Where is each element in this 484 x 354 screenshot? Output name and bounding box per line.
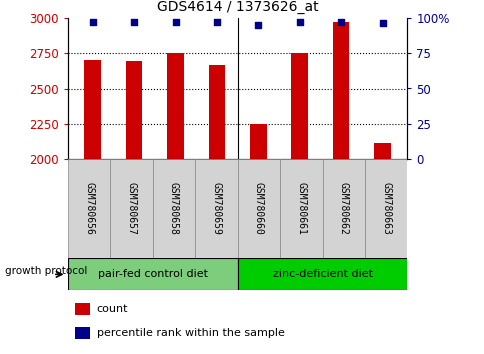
Text: GSM780656: GSM780656 [84, 182, 94, 235]
Bar [364, 159, 407, 258]
Text: GSM780657: GSM780657 [126, 182, 136, 235]
Bar [167, 53, 183, 159]
Bar [291, 53, 307, 159]
Bar [280, 159, 322, 258]
Point [130, 19, 138, 25]
Bar [322, 159, 364, 258]
Bar [68, 159, 110, 258]
Text: percentile rank within the sample: percentile rank within the sample [96, 328, 284, 338]
Text: GSM780663: GSM780663 [380, 182, 391, 235]
Bar [68, 258, 237, 290]
Point [89, 19, 96, 25]
Bar [374, 143, 390, 159]
Bar [250, 124, 266, 159]
Title: GDS4614 / 1373626_at: GDS4614 / 1373626_at [156, 0, 318, 14]
Bar [75, 327, 90, 339]
Text: growth protocol: growth protocol [5, 266, 88, 276]
Text: count: count [96, 304, 128, 314]
Point [336, 19, 344, 25]
Text: GSM780659: GSM780659 [211, 182, 221, 235]
Bar [208, 65, 225, 159]
Point [378, 21, 386, 26]
Bar [332, 22, 348, 159]
Text: zinc-deficient diet: zinc-deficient diet [272, 269, 372, 279]
Text: GSM780661: GSM780661 [296, 182, 306, 235]
Text: GSM780660: GSM780660 [253, 182, 263, 235]
Bar [84, 60, 101, 159]
Text: GSM780662: GSM780662 [338, 182, 348, 235]
Text: pair-fed control diet: pair-fed control diet [98, 269, 207, 279]
Point [295, 19, 303, 25]
Text: GSM780658: GSM780658 [168, 182, 179, 235]
Bar [195, 159, 237, 258]
Point [171, 19, 179, 25]
Bar [126, 61, 142, 159]
Bar [152, 159, 195, 258]
Bar [75, 303, 90, 315]
Bar [237, 159, 280, 258]
Bar [110, 159, 152, 258]
Point [254, 22, 262, 28]
Bar [237, 258, 407, 290]
Point [212, 19, 220, 25]
